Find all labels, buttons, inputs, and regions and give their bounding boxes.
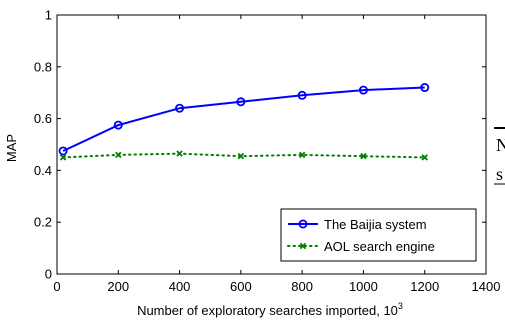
legend-label-aol: AOL search engine: [324, 239, 435, 254]
x-tick-label: 1000: [349, 279, 378, 294]
data-point: [421, 154, 428, 161]
y-tick-label: 0.2: [34, 215, 52, 230]
y-axis-ticks: 0 0.2 0.4 0.6 0.8 1: [34, 8, 486, 282]
x-tick-label: 400: [169, 279, 191, 294]
legend-label-baijia: The Baijia system: [324, 217, 427, 232]
x-axis-label-text: Number of exploratory searches imported,…: [137, 303, 398, 318]
data-point: [237, 152, 245, 160]
y-axis-label: MAP: [4, 134, 19, 162]
crop-letter-n: N: [496, 135, 505, 155]
legend-marker-baijia: [298, 219, 308, 229]
legend-box: [280, 208, 477, 262]
y-tick-label: 0: [45, 267, 52, 282]
data-point: [420, 83, 430, 93]
series-layer: [58, 83, 430, 161]
x-tick-label: 1400: [472, 279, 501, 294]
y-tick-label: 0.8: [34, 59, 52, 74]
data-point: [358, 85, 368, 95]
data-point: [176, 150, 183, 157]
x-tick-label: 200: [107, 279, 129, 294]
data-point: [175, 103, 185, 113]
data-point: [298, 151, 306, 159]
data-point: [59, 154, 67, 161]
plot-area-border: [56, 14, 487, 275]
data-point: [58, 146, 68, 156]
series-aol: [59, 150, 428, 161]
x-tick-label: 800: [291, 279, 313, 294]
data-point: [360, 152, 367, 160]
y-tick-label: 0.4: [34, 163, 52, 178]
data-point: [113, 120, 123, 130]
data-point: [115, 151, 122, 159]
x-axis-label: Number of exploratory searches imported,…: [137, 301, 403, 318]
y-tick-label: 1: [45, 8, 52, 23]
data-point: [297, 90, 307, 100]
axes-frame: [56, 14, 487, 275]
x-axis-ticks: 0 200 400 600 800 1000 1200 1400: [53, 15, 500, 294]
x-tick-label: 600: [230, 279, 252, 294]
x-tick-label: 1200: [410, 279, 439, 294]
legend-marker-aol: [299, 242, 307, 250]
series-baijia: [58, 83, 430, 156]
x-axis-label-exponent: 3: [398, 301, 403, 311]
cropped-neighbor-fragment: N s: [494, 127, 505, 185]
crop-letter-s: s: [496, 164, 503, 184]
series-line: [62, 86, 425, 152]
data-point: [236, 97, 246, 107]
y-tick-label: 0.6: [34, 111, 52, 126]
legend: The Baijia system AOL search engine: [280, 208, 477, 262]
x-tick-label: 0: [53, 279, 60, 294]
